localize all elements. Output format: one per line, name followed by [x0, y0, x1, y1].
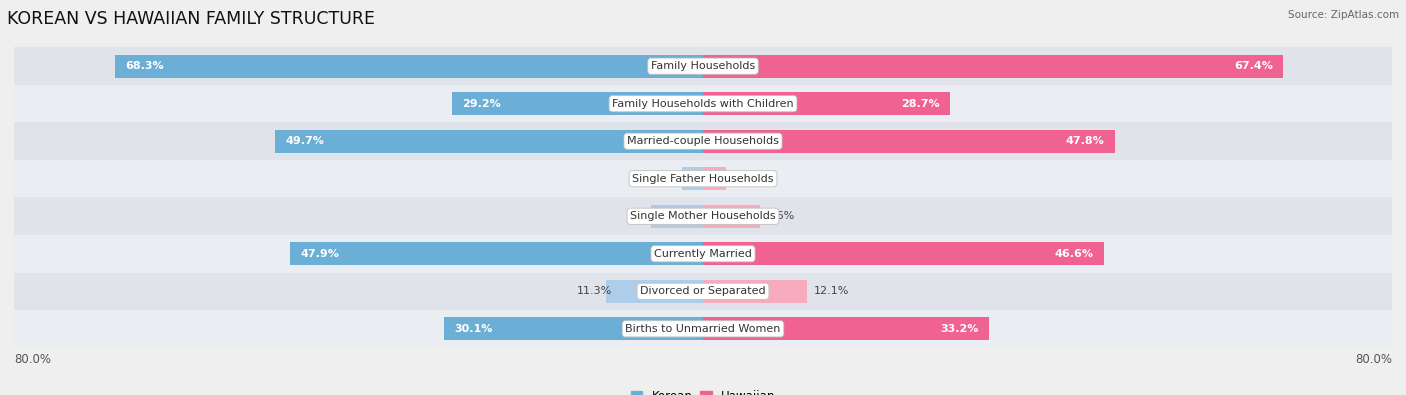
Text: 68.3%: 68.3%	[125, 61, 163, 71]
Text: 47.9%: 47.9%	[301, 249, 340, 259]
Text: Source: ZipAtlas.com: Source: ZipAtlas.com	[1288, 10, 1399, 20]
Bar	[703, 205, 759, 228]
Bar	[14, 122, 1392, 160]
Bar	[703, 130, 1115, 153]
Bar	[703, 55, 1284, 78]
Bar	[115, 55, 703, 78]
Bar	[14, 198, 1392, 235]
Bar	[14, 85, 1392, 122]
Text: 11.3%: 11.3%	[578, 286, 613, 296]
Text: Family Households: Family Households	[651, 61, 755, 71]
Text: 80.0%: 80.0%	[1355, 353, 1392, 366]
Text: 67.4%: 67.4%	[1234, 61, 1272, 71]
Bar	[703, 242, 1104, 265]
Legend: Korean, Hawaiian: Korean, Hawaiian	[626, 385, 780, 395]
Text: 46.6%: 46.6%	[1054, 249, 1094, 259]
Text: Married-couple Households: Married-couple Households	[627, 136, 779, 146]
Bar	[703, 317, 988, 340]
Bar	[606, 280, 703, 303]
Bar	[703, 280, 807, 303]
Text: 2.4%: 2.4%	[661, 174, 689, 184]
Text: 2.7%: 2.7%	[733, 174, 762, 184]
Text: 80.0%: 80.0%	[14, 353, 51, 366]
Text: Currently Married: Currently Married	[654, 249, 752, 259]
Text: Single Mother Households: Single Mother Households	[630, 211, 776, 221]
Text: 47.8%: 47.8%	[1066, 136, 1104, 146]
Bar	[451, 92, 703, 115]
Text: 12.1%: 12.1%	[814, 286, 849, 296]
Text: Divorced or Separated: Divorced or Separated	[640, 286, 766, 296]
Text: Births to Unmarried Women: Births to Unmarried Women	[626, 324, 780, 334]
Text: Single Father Households: Single Father Households	[633, 174, 773, 184]
Bar	[14, 235, 1392, 273]
Bar	[14, 160, 1392, 198]
Text: 33.2%: 33.2%	[941, 324, 979, 334]
Text: Family Households with Children: Family Households with Children	[612, 99, 794, 109]
Bar	[276, 130, 703, 153]
Text: 30.1%: 30.1%	[454, 324, 492, 334]
Bar	[651, 205, 703, 228]
Text: 28.7%: 28.7%	[901, 99, 939, 109]
Text: KOREAN VS HAWAIIAN FAMILY STRUCTURE: KOREAN VS HAWAIIAN FAMILY STRUCTURE	[7, 10, 375, 28]
Bar	[444, 317, 703, 340]
Bar	[682, 167, 703, 190]
Bar	[703, 92, 950, 115]
Bar	[291, 242, 703, 265]
Text: 6.6%: 6.6%	[766, 211, 794, 221]
Bar	[14, 47, 1392, 85]
Text: 6.0%: 6.0%	[630, 211, 658, 221]
Bar	[14, 273, 1392, 310]
Text: 49.7%: 49.7%	[285, 136, 325, 146]
Bar	[14, 310, 1392, 348]
Bar	[703, 167, 727, 190]
Text: 29.2%: 29.2%	[461, 99, 501, 109]
